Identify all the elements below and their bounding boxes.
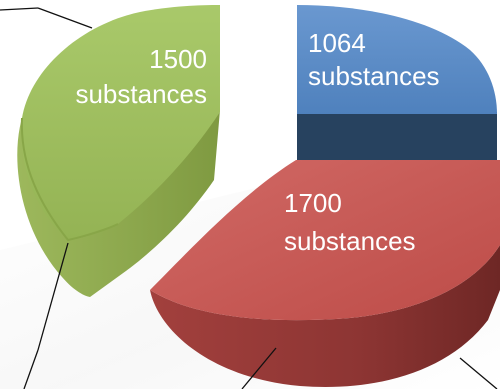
slice-label-unit: substances [284,226,416,256]
slice-top-1700 [150,160,500,321]
leader-line [459,357,498,389]
slice-label-value: 1500 [149,44,207,74]
slice-label-value: 1700 [284,188,342,218]
slice-label-unit: substances [75,79,207,109]
slice-top-1064 [297,5,497,114]
slice-labels: 1500 substances 1064 substances 1700 sub… [75,28,439,256]
slice-edge-1500 [20,117,119,242]
leader-line [0,7,39,11]
leader-line [23,349,39,389]
leader-lines [0,7,498,389]
leader-line [37,242,69,351]
leader-line [37,7,93,29]
pie-slice-1064 [297,5,497,165]
slice-side-1700 [150,245,500,387]
slice-side-1064 [297,112,497,165]
slice-top-1500 [21,5,220,240]
pie-slice-1700 [150,160,500,387]
slice-label-unit: substances [308,61,440,91]
slice-label-value: 1064 [308,28,366,58]
leader-line [241,347,277,389]
pie-slice-1500 [17,5,221,297]
